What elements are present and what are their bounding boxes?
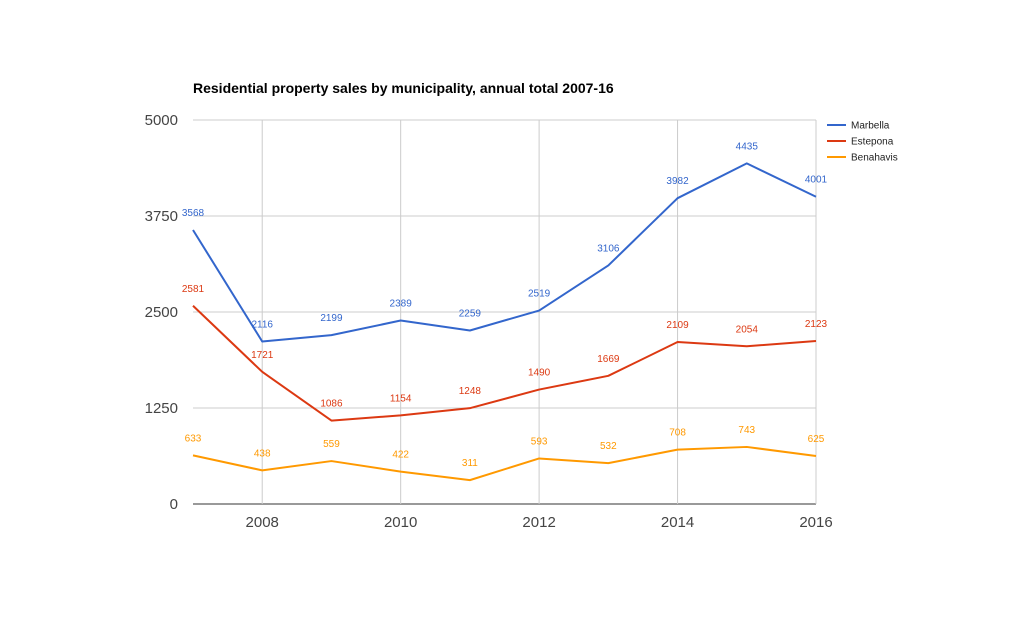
data-label: 2199: [320, 313, 343, 324]
series-line-benahavis: [192, 445, 817, 482]
data-label: 1154: [390, 393, 412, 404]
data-label: 422: [392, 450, 409, 461]
data-label: 559: [323, 439, 340, 450]
data-label: 1248: [459, 386, 482, 397]
data-label: 532: [600, 441, 617, 452]
data-label: 1086: [320, 399, 343, 410]
data-label: 2389: [390, 299, 413, 310]
data-label: 2259: [459, 309, 482, 320]
data-label: 1669: [597, 354, 620, 365]
legend-item-marbella[interactable]: Marbella: [851, 121, 890, 132]
data-label: 2519: [528, 289, 551, 300]
x-tick-label: 2016: [799, 514, 832, 531]
data-labels: 3568 2116 2199 2389 2259 2519 3106 3982 4435 4001…: [182, 141, 828, 469]
y-tick-label: 2500: [145, 304, 178, 321]
data-label: 2109: [666, 320, 689, 331]
x-tick-label: 2010: [384, 514, 417, 531]
series-line-marbella: [192, 162, 817, 343]
chart-title: Residential property sales by municipali…: [193, 80, 614, 96]
x-tick-label: 2008: [246, 514, 279, 531]
data-label: 4001: [805, 175, 828, 186]
axes: 0 1250 2500 3750 5000 2008 2010 2012 2014 2016: [145, 112, 833, 531]
grid: [193, 119, 817, 505]
data-label: 743: [738, 425, 755, 436]
data-label: 2123: [805, 319, 828, 330]
series-line-estepona: [192, 305, 817, 422]
y-tick-label: 5000: [145, 112, 178, 129]
data-label: 311: [462, 458, 478, 469]
data-label: 3106: [597, 243, 620, 254]
data-label: 1721: [251, 350, 274, 361]
legend-item-estepona[interactable]: Estepona: [851, 137, 894, 148]
data-label: 633: [185, 433, 202, 444]
data-label: 2054: [736, 324, 759, 335]
legend[interactable]: Marbella Estepona Benahavis: [827, 121, 898, 164]
data-label: 593: [531, 436, 548, 447]
data-label: 625: [808, 434, 825, 445]
y-tick-label: 3750: [145, 208, 178, 225]
data-label: 1490: [528, 368, 551, 379]
legend-item-benahavis[interactable]: Benahavis: [851, 153, 898, 164]
y-tick-label: 0: [170, 496, 178, 513]
data-label: 438: [254, 448, 271, 459]
x-tick-label: 2014: [661, 514, 694, 531]
data-label: 3982: [666, 176, 689, 187]
x-tick-label: 2012: [522, 514, 555, 531]
data-label: 2116: [251, 319, 273, 330]
y-tick-label: 1250: [145, 400, 178, 417]
data-label: 4435: [736, 141, 759, 152]
data-label: 2581: [182, 284, 205, 295]
data-label: 3568: [182, 208, 205, 219]
series-lines: [192, 162, 817, 482]
data-label: 708: [669, 428, 686, 439]
